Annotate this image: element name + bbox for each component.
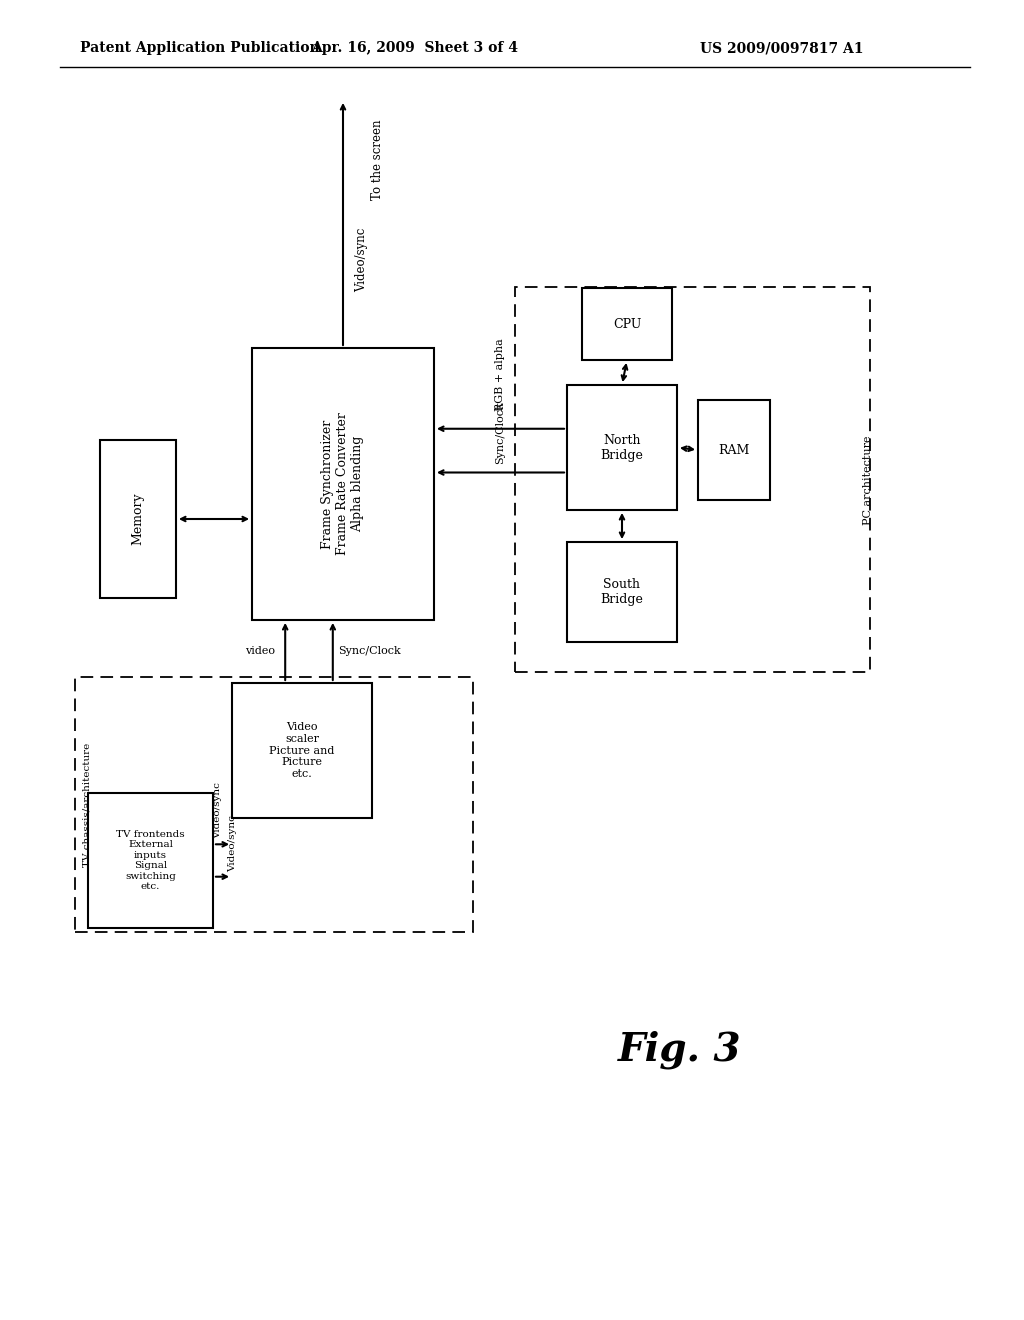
Text: PC architecture: PC architecture	[863, 436, 873, 525]
Bar	[567, 543, 677, 642]
Text: To the screen: To the screen	[371, 120, 384, 201]
Bar	[567, 385, 677, 510]
Text: RAM: RAM	[718, 444, 750, 457]
Text: CPU: CPU	[612, 318, 641, 330]
Text: video: video	[245, 647, 275, 656]
Text: TV chassis/architecture: TV chassis/architecture	[82, 743, 91, 867]
Text: Sync/Clock: Sync/Clock	[495, 401, 505, 465]
Text: TV frontends
External
inputs
Signal
switching
etc.: TV frontends External inputs Signal swit…	[116, 830, 184, 891]
Text: South
Bridge: South Bridge	[600, 578, 643, 606]
Text: Memory: Memory	[131, 492, 144, 545]
Text: Fig. 3: Fig. 3	[618, 1031, 741, 1069]
Bar	[698, 400, 770, 500]
Text: North
Bridge: North Bridge	[600, 433, 643, 462]
Text: Apr. 16, 2009  Sheet 3 of 4: Apr. 16, 2009 Sheet 3 of 4	[311, 41, 518, 55]
Text: US 2009/0097817 A1: US 2009/0097817 A1	[700, 41, 863, 55]
Text: RGB + alpha: RGB + alpha	[495, 338, 505, 411]
Bar	[100, 440, 176, 598]
Text: Patent Application Publication: Patent Application Publication	[80, 41, 319, 55]
Bar	[252, 348, 434, 620]
Text: Sync/Clock: Sync/Clock	[338, 647, 400, 656]
Text: Frame Synchronizer
Frame Rate Converter
Alpha blending: Frame Synchronizer Frame Rate Converter …	[322, 413, 365, 556]
Bar	[515, 286, 870, 672]
Text: Video/sync: Video/sync	[213, 783, 222, 840]
Text: Video
scaler
Picture and
Picture
etc.: Video scaler Picture and Picture etc.	[269, 722, 335, 779]
Text: Video/sync: Video/sync	[355, 228, 368, 292]
Bar	[582, 288, 672, 360]
Bar	[232, 682, 372, 818]
Bar	[75, 677, 473, 932]
Bar	[88, 793, 213, 928]
Text: Video/sync: Video/sync	[228, 814, 237, 871]
